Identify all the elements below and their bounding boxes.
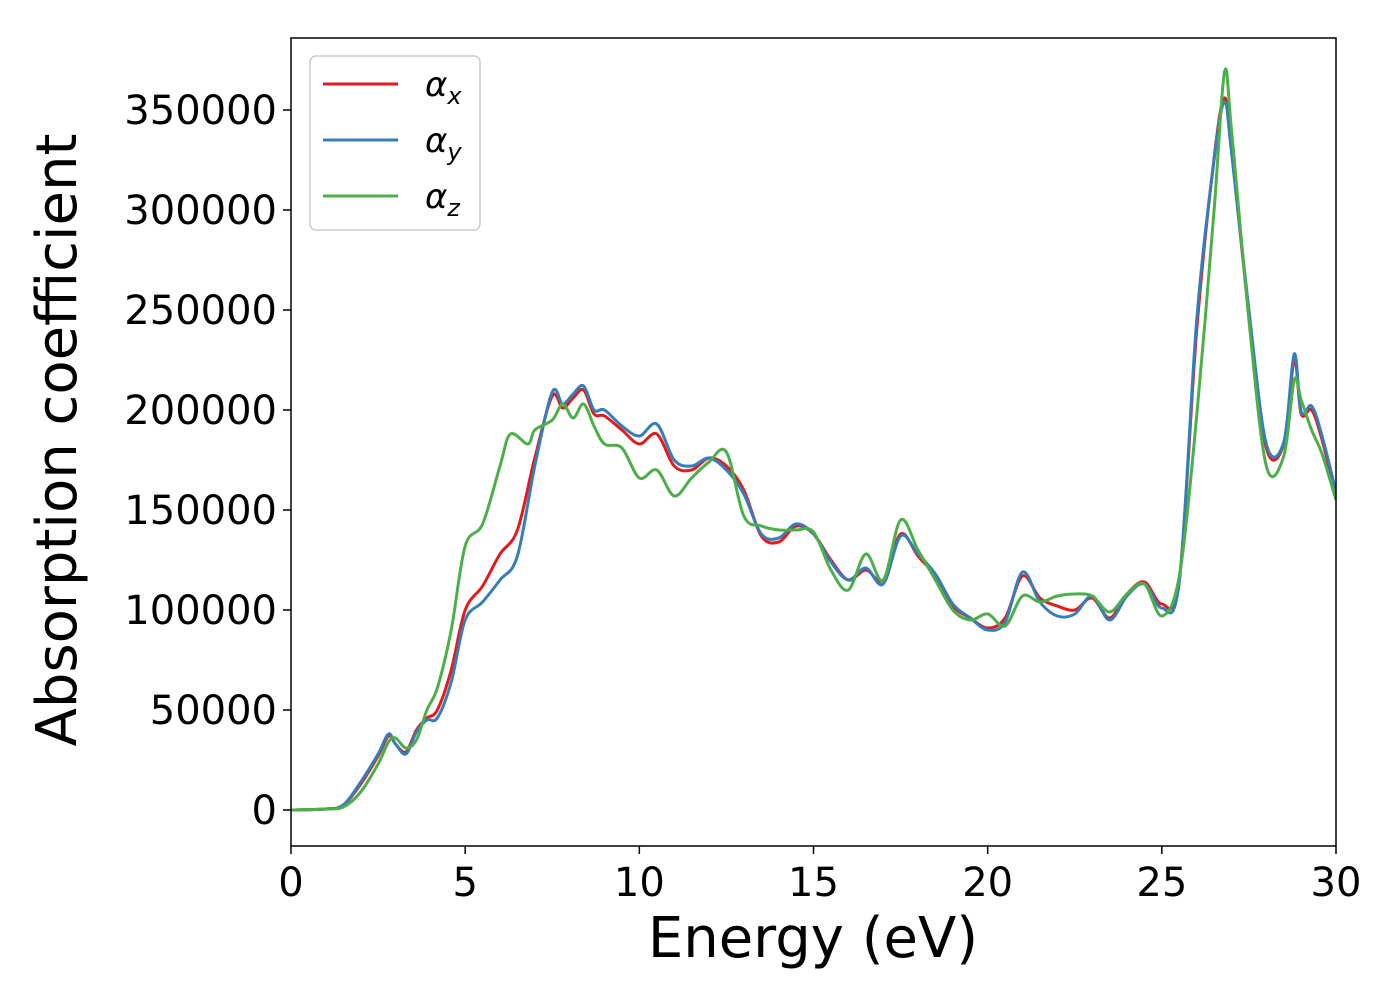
x-tick-label: 20	[962, 860, 1013, 906]
series-line-y	[291, 100, 1336, 812]
y-tick-label: 100000	[124, 588, 277, 634]
y-tick-label: 250000	[124, 288, 277, 334]
y-tick-label: 300000	[124, 188, 277, 234]
x-tick-label: 10	[614, 860, 665, 906]
y-tick-label: 350000	[124, 88, 277, 134]
series-layer	[291, 67, 1336, 812]
x-tick-label: 30	[1311, 860, 1362, 906]
x-tick-label: 25	[1136, 860, 1187, 906]
x-tick-label: 0	[278, 860, 303, 906]
y-axis-title: Absorption coefficient	[25, 134, 90, 747]
series-line-z	[291, 67, 1336, 812]
x-tick-label: 5	[452, 860, 477, 906]
legend-subscript: z	[446, 194, 461, 222]
x-tick-label: 15	[788, 860, 839, 906]
y-tick-label: 0	[252, 788, 277, 834]
x-axis-title: Energy (eV)	[648, 906, 978, 971]
x-axis: 0 5 10 15 20 25 30	[278, 846, 1361, 906]
y-tick-label: 150000	[124, 488, 277, 534]
y-axis: 0 50000 100000 150000 200000 250000 300000 3500…	[124, 88, 291, 834]
legend-subscript: x	[446, 82, 462, 110]
legend-box	[309, 55, 481, 231]
legend-subscript: y	[446, 138, 462, 166]
y-tick-label: 200000	[124, 388, 277, 434]
y-tick-label: 50000	[150, 688, 277, 734]
